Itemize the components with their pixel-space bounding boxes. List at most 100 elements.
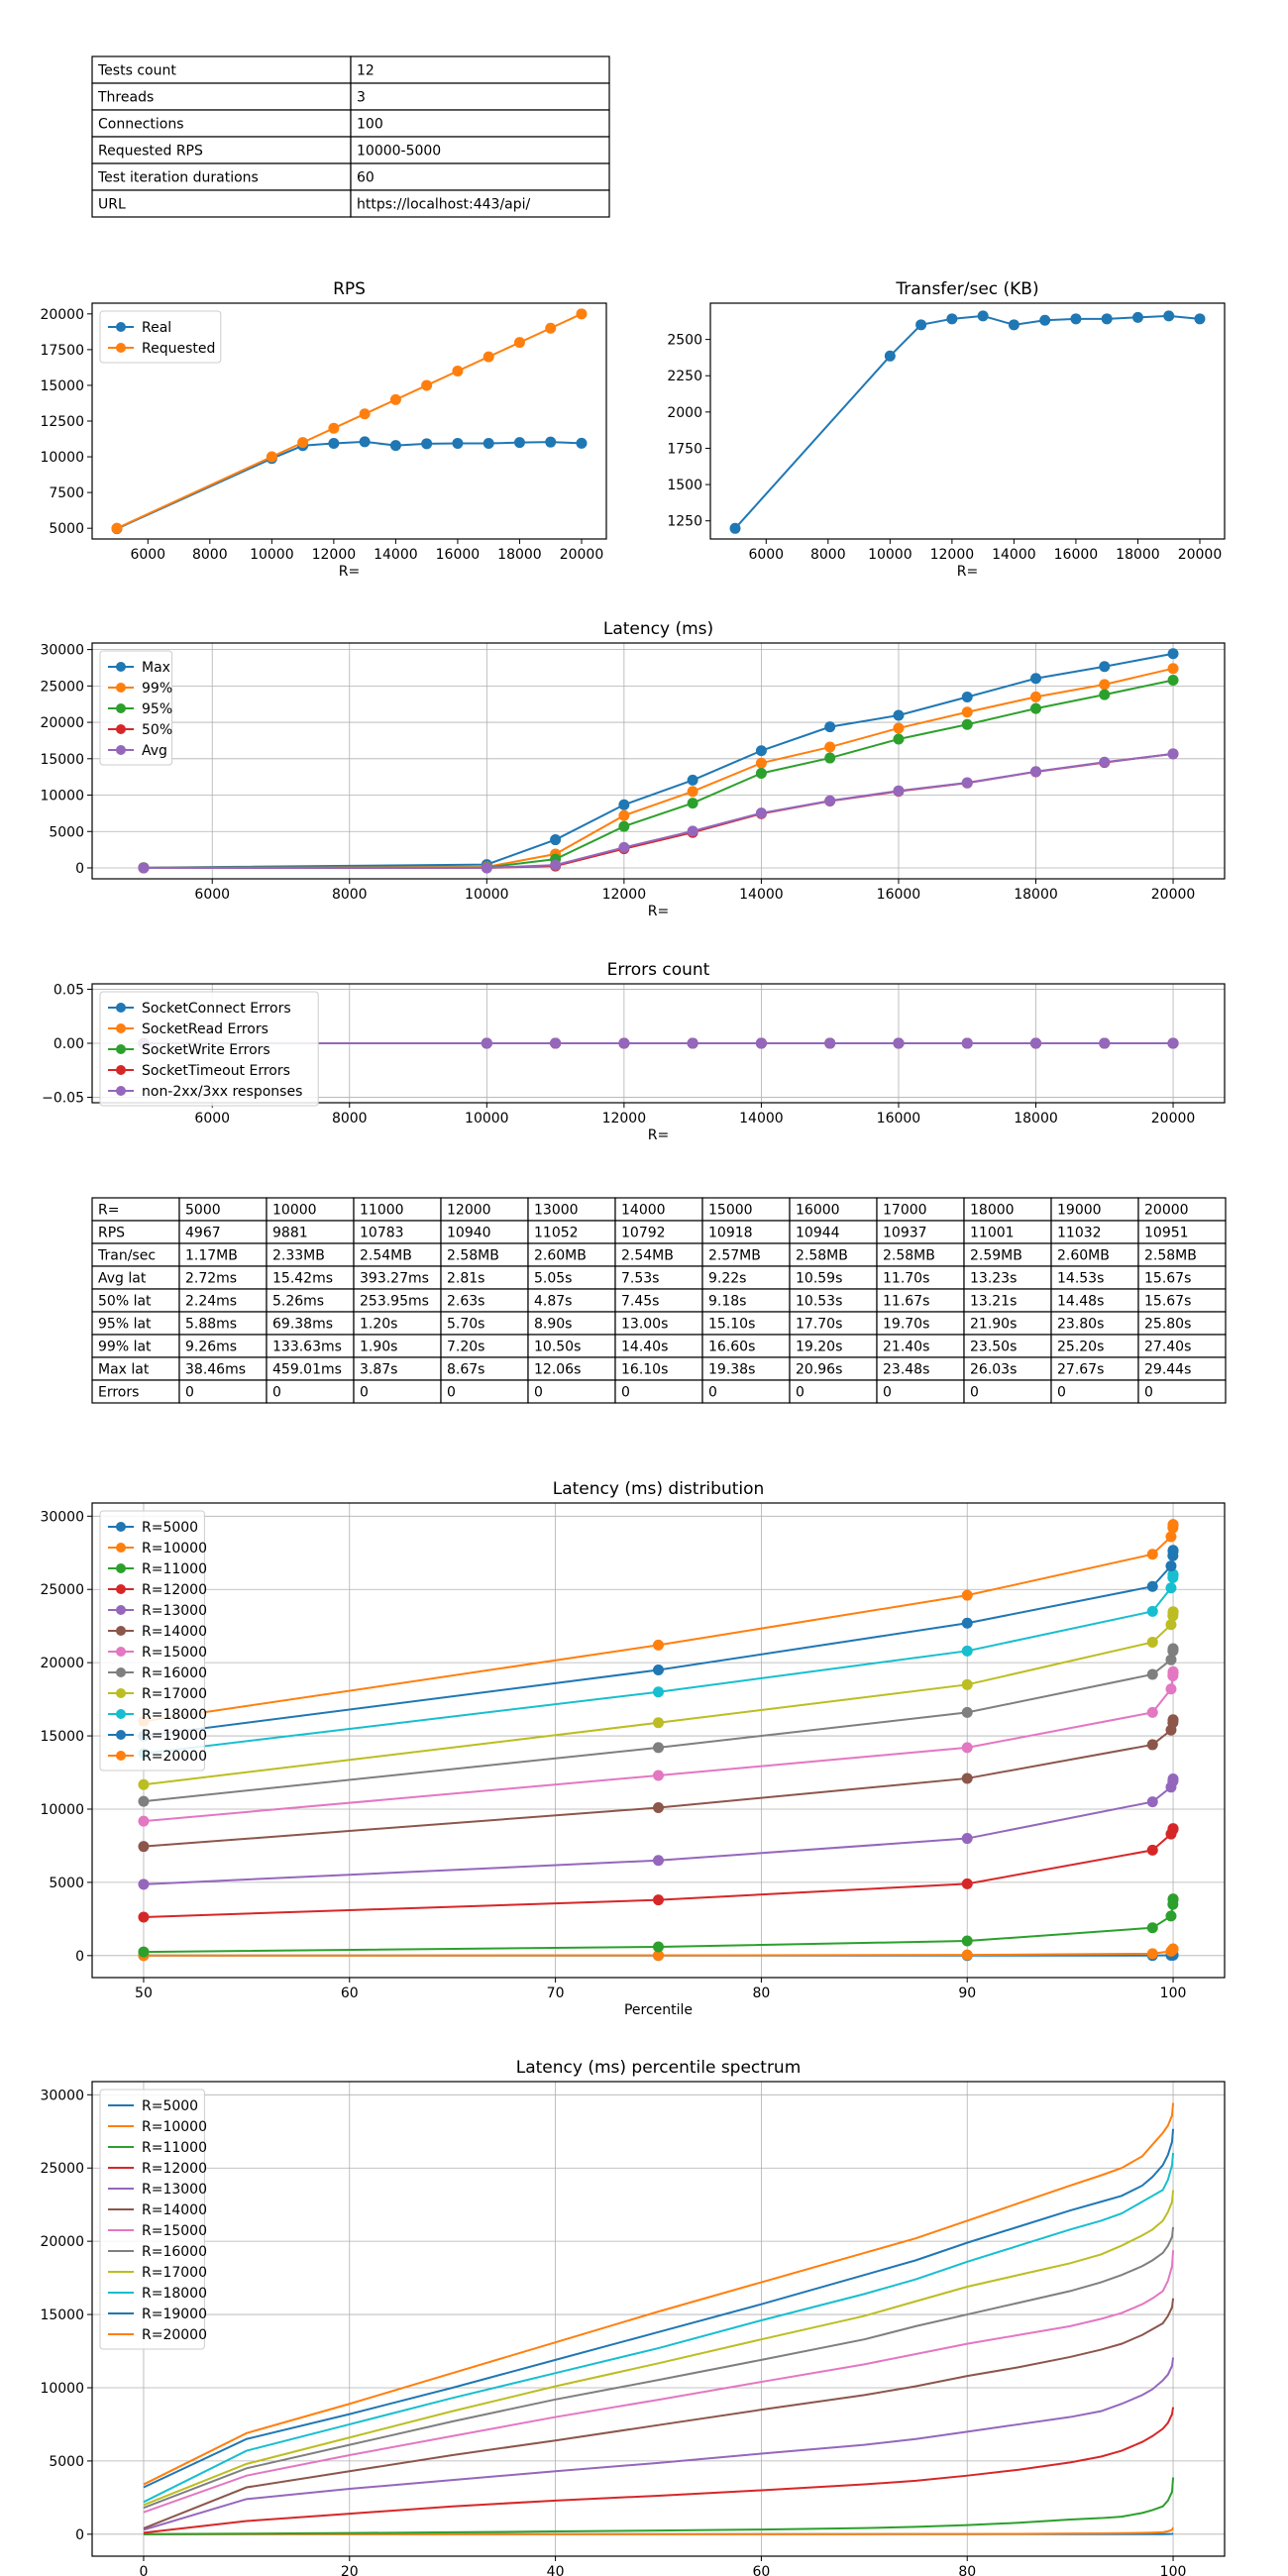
y-tick-label: 5000 <box>49 2454 84 2470</box>
table-cell: 12 <box>357 63 375 79</box>
legend-label: Max <box>142 660 170 676</box>
legend-label: R=10000 <box>142 1541 207 1556</box>
y-tick-label: 20000 <box>40 715 84 731</box>
y-tick-label: 0 <box>75 2527 84 2543</box>
series-line <box>143 2477 1175 2535</box>
table-cell: 9.18s <box>708 1294 746 1310</box>
table-cell: 12.06s <box>534 1362 581 1378</box>
x-tick-label: 6000 <box>194 1111 230 1127</box>
legend-label: R=18000 <box>142 1707 207 1723</box>
chart-title: Latency (ms) percentile spectrum <box>516 2058 802 2078</box>
data-point <box>1167 1643 1179 1655</box>
x-tick-label: 6000 <box>194 887 230 903</box>
plot-frame <box>91 302 607 540</box>
x-tick-label: 12000 <box>602 887 647 903</box>
x-axis-label: Percentile <box>624 2002 693 2018</box>
table-cell: 15.10s <box>708 1317 755 1333</box>
x-tick-label: 14000 <box>374 547 418 563</box>
x-tick-label: 8000 <box>332 1111 368 1127</box>
y-tick-label: 15000 <box>40 2308 84 2323</box>
data-point <box>1167 663 1179 675</box>
y-tick-label: 30000 <box>40 2088 84 2103</box>
table-cell: 25.20s <box>1057 1340 1104 1355</box>
data-point <box>452 437 464 449</box>
table-cell-box <box>91 189 352 218</box>
data-point <box>389 440 401 452</box>
data-point <box>1146 1580 1158 1592</box>
table-cell: 10000 <box>272 1203 317 1219</box>
table-cell: 19000 <box>1057 1203 1102 1219</box>
chart-latency: 6000 8000 10000 12000 14000 16000 18000 20000 0 5… <box>40 619 1226 919</box>
data-point <box>1165 1654 1177 1665</box>
table-cell: 1.90s <box>360 1340 397 1355</box>
table-cell: 19.38s <box>708 1362 755 1378</box>
table-cell: Connections <box>98 117 184 133</box>
legend-label: SocketWrite Errors <box>142 1042 270 1058</box>
table-cell: 14.53s <box>1057 1271 1104 1287</box>
data-point <box>687 798 698 809</box>
x-tick-label: 20000 <box>560 547 604 563</box>
table-cell: 17000 <box>883 1203 927 1219</box>
data-point <box>1167 1823 1179 1835</box>
x-tick-label: 14000 <box>739 1111 784 1127</box>
data-point <box>545 436 557 448</box>
data-point <box>1030 691 1041 702</box>
y-tick-label: 0 <box>75 861 84 877</box>
series-line <box>143 2407 1175 2534</box>
data-point <box>1099 756 1111 768</box>
table-cell-box <box>91 82 352 111</box>
x-tick-label: 40 <box>547 2564 565 2576</box>
data-point <box>893 709 905 721</box>
legend-marker <box>116 1605 126 1615</box>
x-tick-label: 18000 <box>1014 887 1058 903</box>
data-point <box>1167 1606 1179 1618</box>
table-cell-box <box>91 162 352 191</box>
x-tick-label: 70 <box>547 1986 565 2001</box>
legend-label: R=19000 <box>142 1728 207 1744</box>
table-cell: 21.90s <box>970 1317 1017 1333</box>
data-point <box>1146 1844 1158 1856</box>
legend-label: SocketConnect Errors <box>142 1001 291 1017</box>
data-point <box>1165 1582 1177 1594</box>
x-tick-label: 18000 <box>1116 547 1160 563</box>
table-cell: 2.33MB <box>272 1248 325 1264</box>
x-tick-label: 90 <box>958 1986 976 2001</box>
table-cell-box <box>350 109 610 138</box>
table-cell: 2.58MB <box>796 1248 848 1264</box>
data-point <box>1030 766 1041 778</box>
y-tick-label: 25000 <box>40 1582 84 1598</box>
table-cell: 10918 <box>708 1226 753 1241</box>
data-point <box>687 1037 698 1049</box>
x-tick-label: 10000 <box>465 887 509 903</box>
table-cell: 15.67s <box>1144 1294 1191 1310</box>
data-point <box>961 1617 973 1629</box>
legend-label: R=13000 <box>142 2182 207 2198</box>
y-tick-label: 10000 <box>40 1802 84 1818</box>
data-point <box>961 1949 973 1961</box>
data-point <box>653 1742 664 1754</box>
chart-errors: 6000 8000 10000 12000 14000 16000 18000 20000 −0… <box>42 960 1226 1143</box>
data-point <box>824 752 836 764</box>
table-cell: 8.67s <box>447 1362 484 1378</box>
table-cell: 5.26ms <box>272 1294 324 1310</box>
y-tick-label: 10000 <box>40 789 84 805</box>
table-cell: 26.03s <box>970 1362 1017 1378</box>
data-point <box>961 1742 973 1754</box>
series-line <box>143 2357 1175 2531</box>
data-point <box>729 522 741 534</box>
y-tick-label: 15000 <box>40 752 84 768</box>
legend-label: non-2xx/3xx responses <box>142 1084 302 1100</box>
plot-frame <box>91 1502 1226 1979</box>
table-cell: 16.60s <box>708 1340 755 1355</box>
data-point <box>915 319 927 331</box>
y-tick-label: 30000 <box>40 643 84 659</box>
data-point <box>513 337 525 349</box>
data-point <box>961 777 973 789</box>
legend-label: R=15000 <box>142 1645 207 1661</box>
table-cell: URL <box>98 197 126 213</box>
data-point <box>1167 1773 1179 1785</box>
legend-marker <box>116 1563 126 1573</box>
table-cell: 15000 <box>708 1203 753 1219</box>
data-point <box>550 859 562 871</box>
